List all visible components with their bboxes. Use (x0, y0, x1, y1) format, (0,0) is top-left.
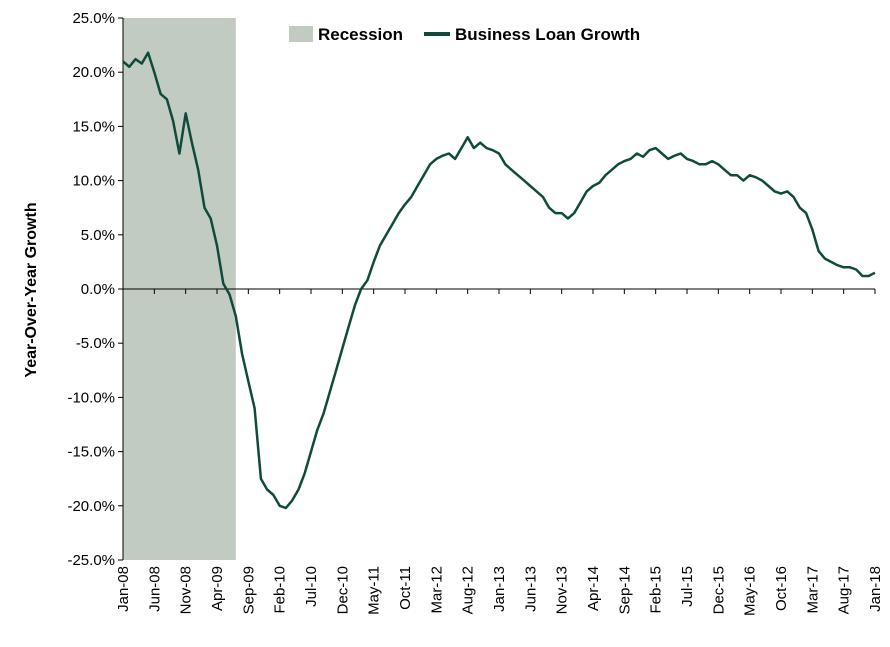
x-tick-label: Nov-08 (178, 566, 195, 614)
y-tick-label: -10.0% (67, 389, 115, 406)
legend: Recession Business Loan Growth (289, 25, 640, 44)
business-loan-growth-line (122, 51, 876, 510)
x-axis-ticks: Jan-08 Jun-08 Nov-08 Apr-09 Sep-09 Feb-10 Jul-… (115, 289, 884, 616)
x-tick-label: May-16 (742, 566, 759, 616)
x-tick-label: Jul-15 (679, 566, 696, 607)
x-tick-label: Feb-15 (648, 566, 665, 614)
x-tick-label: Sep-09 (240, 566, 257, 614)
x-tick-label: Dec-10 (334, 566, 351, 614)
legend-business-loan-growth-label: Business Loan Growth (455, 25, 640, 44)
y-tick-label: -25.0% (67, 552, 115, 569)
x-tick-label: Feb-10 (272, 566, 289, 614)
y-tick-label: 15.0% (72, 118, 115, 135)
y-tick-label: 5.0% (81, 227, 115, 244)
legend-recession-swatch (289, 26, 313, 42)
y-tick-label: -20.0% (67, 498, 115, 515)
y-tick-label: -5.0% (76, 335, 115, 352)
x-tick-label: Aug-12 (460, 566, 477, 614)
x-tick-label: Apr-14 (585, 566, 602, 611)
x-tick-label: Jul-10 (303, 566, 320, 607)
x-tick-label: Jan-13 (491, 566, 508, 612)
y-tick-label: 25.0% (72, 10, 115, 27)
x-tick-label: Mar-12 (428, 566, 445, 614)
x-tick-label: Aug-17 (836, 566, 853, 614)
x-tick-label: Nov-13 (554, 566, 571, 614)
y-tick-label: -15.0% (67, 444, 115, 461)
x-tick-label: Apr-09 (209, 566, 226, 611)
x-tick-label: Jan-18 (867, 566, 884, 612)
x-tick-label: Oct-11 (397, 566, 414, 610)
x-tick-label: Mar-17 (804, 566, 821, 614)
y-tick-label: 0.0% (81, 281, 115, 298)
y-tick-label: 20.0% (72, 64, 115, 81)
y-axis-label: Year-Over-Year Growth (23, 202, 40, 377)
x-tick-label: Oct-16 (773, 566, 790, 611)
x-tick-label: Sep-14 (616, 566, 633, 614)
y-axis-ticks: 25.0% 20.0% 15.0% 10.0% 5.0% 0.0% -5.0% -10.0% -… (67, 10, 123, 569)
x-tick-label: Jun-08 (146, 566, 163, 612)
y-tick-label: 10.0% (72, 173, 115, 190)
legend-recession-label: Recession (318, 25, 403, 44)
x-tick-label: Jun-13 (522, 566, 539, 612)
x-tick-label: Dec-15 (710, 566, 727, 614)
x-tick-label: May-11 (366, 566, 383, 615)
x-tick-label: Jan-08 (115, 566, 132, 612)
